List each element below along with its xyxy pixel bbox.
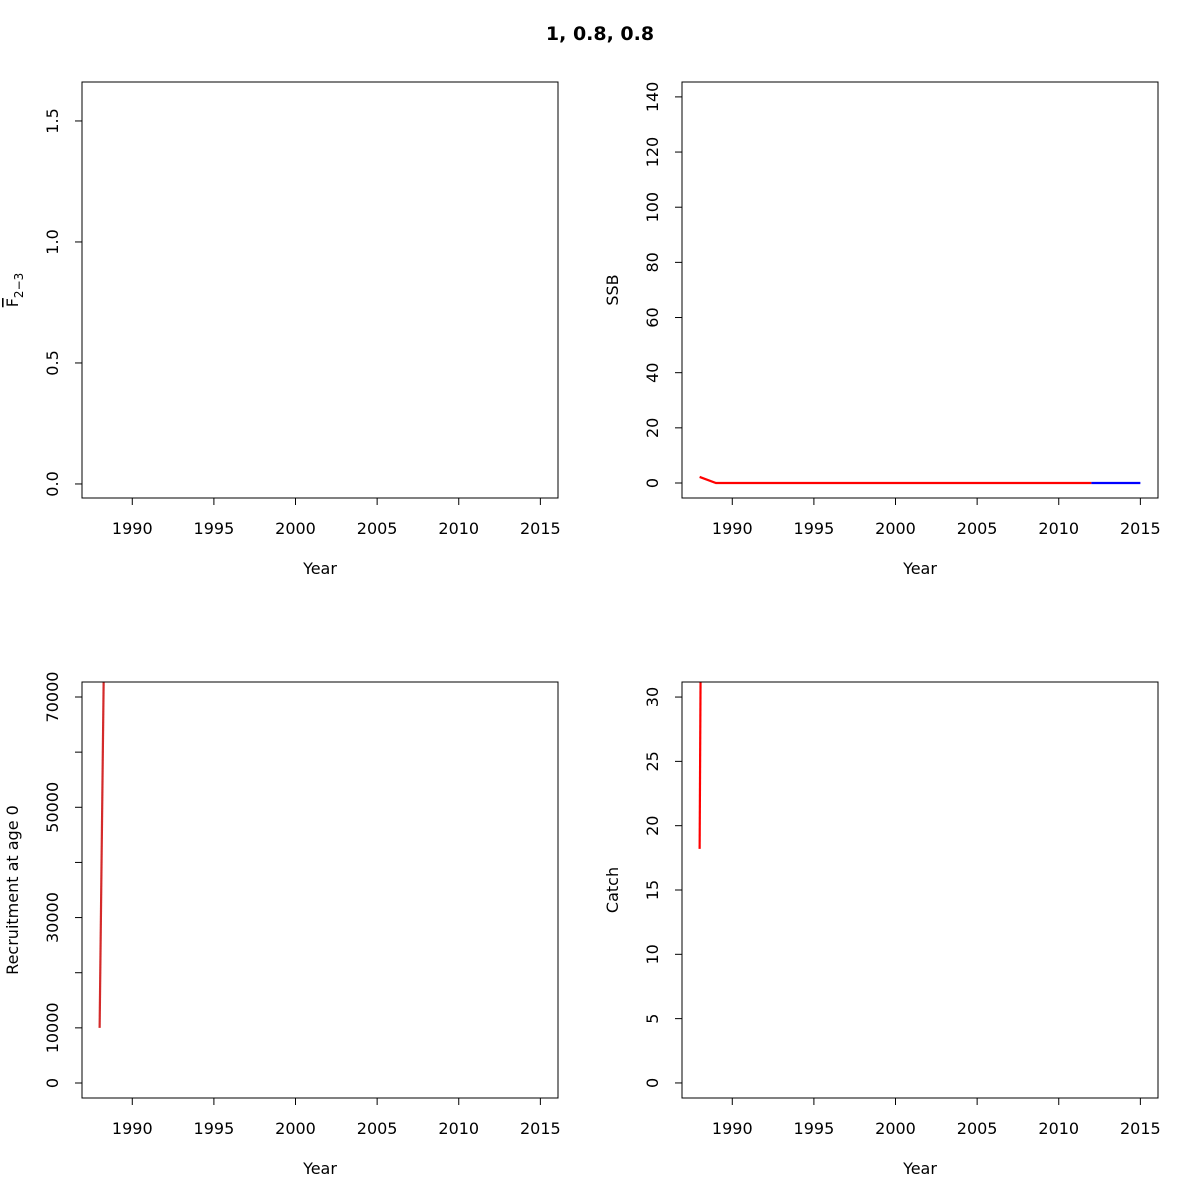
x-tick-label: 1990	[112, 1119, 153, 1138]
x-tick-label: 1995	[794, 519, 835, 538]
x-tick-label: 2000	[875, 1119, 916, 1138]
y-tick-label: 40	[643, 363, 662, 383]
y-tick-label: 100	[643, 192, 662, 223]
y-tick-label: 1.5	[43, 108, 62, 133]
y-axis-label: SSB	[603, 274, 622, 305]
x-tick-label: 2005	[957, 1119, 998, 1138]
y-tick-label: 0.0	[43, 471, 62, 496]
series-line	[699, 475, 1092, 485]
y-tick-label: 20	[643, 418, 662, 438]
x-axis-label: Year	[902, 1159, 937, 1178]
y-axis-label-sub: 2−3	[12, 273, 26, 298]
y-axis-label: Catch	[603, 867, 622, 913]
y-tick-label: 0.5	[43, 350, 62, 375]
plot-frame	[81, 81, 559, 499]
y-axis-label-main: F	[3, 298, 22, 307]
plot-frame	[681, 681, 1159, 1099]
y-tick-label: 80	[643, 252, 662, 272]
y-tick-label: 70000	[43, 672, 62, 723]
figure-title: 1, 0.8, 0.8	[546, 23, 654, 45]
x-tick-label: 2010	[438, 1119, 479, 1138]
y-axis-label-main: SSB	[603, 274, 622, 305]
panel: 1990 1995 2000 2005 2010 2015 0 10000 30000 50000…	[3, 672, 561, 1178]
y-axis-label: F2−3	[3, 273, 26, 308]
y-tick-label: 5	[643, 1014, 662, 1024]
y-tick-label: 25	[643, 751, 662, 771]
y-tick-label: 10	[643, 944, 662, 964]
x-tick-label: 2015	[1120, 1119, 1161, 1138]
x-tick-label: 2015	[1120, 519, 1161, 538]
x-tick-label: 2000	[875, 519, 916, 538]
y-tick-label: 30000	[43, 892, 62, 943]
plot-frame	[81, 681, 559, 1099]
x-tick-label: 2010	[1038, 519, 1079, 538]
series-line	[98, 682, 105, 1028]
y-tick-label: 50000	[43, 782, 62, 833]
y-tick-label: 60	[643, 307, 662, 327]
x-tick-label: 2005	[357, 519, 398, 538]
x-axis-label: Year	[902, 559, 937, 578]
y-tick-label: 0	[43, 1078, 62, 1088]
x-tick-label: 2010	[1038, 1119, 1079, 1138]
x-tick-label: 2005	[957, 519, 998, 538]
y-axis-label-main: Catch	[603, 867, 622, 913]
x-tick-label: 1990	[112, 519, 153, 538]
y-tick-label: 140	[643, 82, 662, 113]
y-tick-label: 120	[643, 137, 662, 168]
x-tick-label: 1990	[712, 519, 753, 538]
y-axis-label: Recruitment at age 0	[3, 805, 22, 975]
x-tick-label: 2005	[357, 1119, 398, 1138]
x-tick-label: 2010	[438, 519, 479, 538]
panel: 1990 1995 2000 2005 2010 2015 0.0 0.5 1.0 1.5 Year…	[3, 81, 561, 578]
y-axis-label-main: Recruitment at age 0	[3, 805, 22, 975]
x-tick-label: 2015	[520, 1119, 561, 1138]
x-axis-label: Year	[302, 1159, 337, 1178]
y-tick-label: 30	[643, 687, 662, 707]
y-tick-label: 20	[643, 816, 662, 836]
y-tick-label: 1.0	[43, 229, 62, 254]
y-tick-label: 0	[643, 478, 662, 488]
x-tick-label: 2015	[520, 519, 561, 538]
x-tick-label: 1995	[794, 1119, 835, 1138]
x-tick-label: 2000	[275, 519, 316, 538]
panel: 1990 1995 2000 2005 2010 2015 0 5 10 15 20 25 30 Year…	[603, 681, 1161, 1178]
series-line	[698, 682, 702, 849]
y-tick-label: 0	[643, 1078, 662, 1088]
x-tick-label: 1995	[194, 519, 235, 538]
plot-frame	[681, 81, 1159, 499]
x-tick-label: 1990	[712, 1119, 753, 1138]
y-tick-label: 10000	[43, 1002, 62, 1053]
x-axis-label: Year	[302, 559, 337, 578]
x-tick-label: 1995	[194, 1119, 235, 1138]
x-tick-label: 2000	[275, 1119, 316, 1138]
y-tick-label: 15	[643, 880, 662, 900]
panel: 1990 1995 2000 2005 2010 2015 0 20 40 60 80 100 120 1…	[603, 81, 1161, 578]
